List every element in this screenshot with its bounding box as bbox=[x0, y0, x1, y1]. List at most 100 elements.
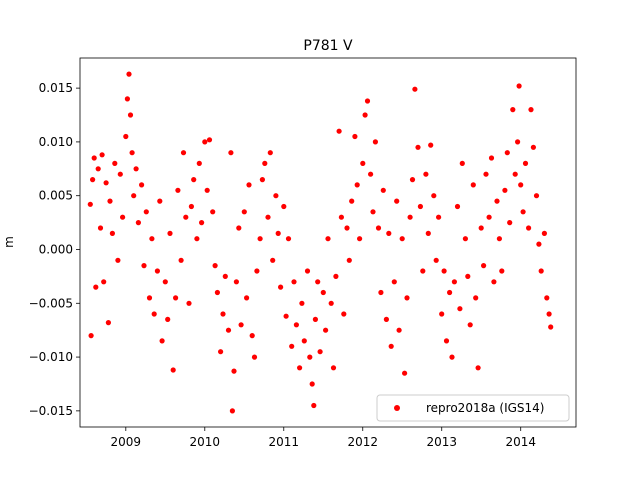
data-point bbox=[131, 193, 137, 199]
data-point bbox=[259, 177, 265, 183]
data-point bbox=[206, 137, 213, 143]
data-point bbox=[229, 408, 235, 414]
data-point bbox=[502, 187, 508, 193]
data-point bbox=[328, 300, 334, 306]
data-point bbox=[154, 268, 160, 274]
data-point bbox=[196, 160, 202, 166]
data-point bbox=[265, 214, 271, 220]
data-point bbox=[548, 324, 554, 330]
data-point bbox=[173, 295, 179, 301]
data-point bbox=[126, 71, 132, 77]
y-tick-label: 0.010 bbox=[39, 135, 73, 149]
data-point bbox=[257, 236, 263, 242]
legend-marker bbox=[394, 405, 400, 411]
data-point bbox=[101, 279, 107, 285]
data-point bbox=[117, 171, 123, 177]
data-point bbox=[368, 171, 374, 177]
data-point bbox=[315, 279, 321, 285]
data-point bbox=[388, 343, 394, 349]
data-point bbox=[175, 187, 181, 193]
data-point bbox=[170, 367, 176, 373]
data-point bbox=[178, 257, 184, 263]
y-tick-label: 0.000 bbox=[39, 242, 73, 256]
data-point bbox=[439, 311, 445, 317]
data-point bbox=[180, 150, 187, 156]
data-point bbox=[423, 171, 429, 177]
data-point bbox=[112, 160, 118, 166]
data-point bbox=[386, 230, 392, 236]
data-point bbox=[412, 86, 418, 92]
data-point bbox=[415, 144, 421, 150]
data-point bbox=[309, 381, 315, 387]
data-point bbox=[107, 198, 113, 204]
data-point bbox=[349, 198, 355, 204]
data-point bbox=[530, 144, 537, 150]
data-point bbox=[167, 230, 173, 236]
data-point bbox=[149, 236, 155, 242]
data-point bbox=[467, 322, 473, 328]
data-point bbox=[404, 295, 410, 301]
data-point bbox=[362, 112, 368, 118]
data-point bbox=[220, 311, 226, 317]
data-point bbox=[115, 257, 121, 263]
data-point bbox=[312, 316, 318, 322]
data-point bbox=[357, 236, 363, 242]
x-tick-label: 2011 bbox=[268, 435, 299, 449]
data-point bbox=[325, 236, 331, 242]
y-axis-ticks: −0.015 −0.010 −0.005 0.000 0.005 0.010 0.015 bbox=[29, 81, 80, 418]
data-point bbox=[291, 279, 297, 285]
data-point bbox=[538, 268, 544, 274]
data-point bbox=[241, 209, 247, 215]
data-point bbox=[143, 209, 149, 215]
chart-title: P781 V bbox=[303, 38, 353, 54]
data-point bbox=[93, 284, 99, 290]
data-point bbox=[218, 349, 224, 355]
data-point bbox=[283, 313, 289, 319]
data-point bbox=[124, 96, 130, 102]
y-axis-label: m bbox=[2, 236, 16, 248]
data-point bbox=[383, 316, 389, 322]
data-point bbox=[338, 214, 344, 220]
data-point bbox=[436, 214, 442, 220]
data-point bbox=[541, 230, 548, 236]
y-tick-label: −0.005 bbox=[29, 296, 73, 310]
data-point bbox=[123, 133, 129, 140]
data-point bbox=[262, 160, 268, 166]
data-point bbox=[486, 214, 492, 220]
data-point bbox=[333, 273, 339, 279]
data-point bbox=[516, 83, 522, 89]
data-point bbox=[251, 354, 258, 360]
data-point bbox=[299, 300, 305, 306]
data-point bbox=[417, 203, 423, 210]
data-point bbox=[488, 155, 495, 161]
data-point bbox=[249, 333, 255, 339]
data-point bbox=[301, 338, 307, 344]
data-point bbox=[380, 187, 386, 193]
data-point bbox=[278, 284, 284, 290]
data-point bbox=[204, 187, 210, 193]
data-point bbox=[481, 263, 487, 269]
data-point bbox=[346, 257, 352, 263]
data-point bbox=[99, 152, 105, 158]
data-point bbox=[465, 273, 471, 279]
x-tick-label: 2010 bbox=[190, 435, 221, 449]
data-point bbox=[222, 273, 228, 279]
data-point bbox=[231, 368, 237, 374]
data-point bbox=[402, 370, 408, 376]
data-point bbox=[214, 289, 220, 296]
data-point bbox=[428, 142, 434, 148]
data-point bbox=[293, 322, 299, 328]
data-point bbox=[425, 230, 431, 236]
data-point bbox=[304, 268, 311, 274]
data-point bbox=[528, 107, 534, 113]
data-point bbox=[344, 225, 350, 231]
data-point bbox=[431, 193, 437, 199]
data-point bbox=[135, 220, 141, 226]
x-tick-label: 2012 bbox=[347, 435, 378, 449]
data-point bbox=[109, 230, 115, 236]
data-point bbox=[491, 279, 497, 285]
data-point bbox=[91, 155, 97, 161]
data-point bbox=[275, 230, 281, 236]
data-point bbox=[307, 354, 313, 360]
